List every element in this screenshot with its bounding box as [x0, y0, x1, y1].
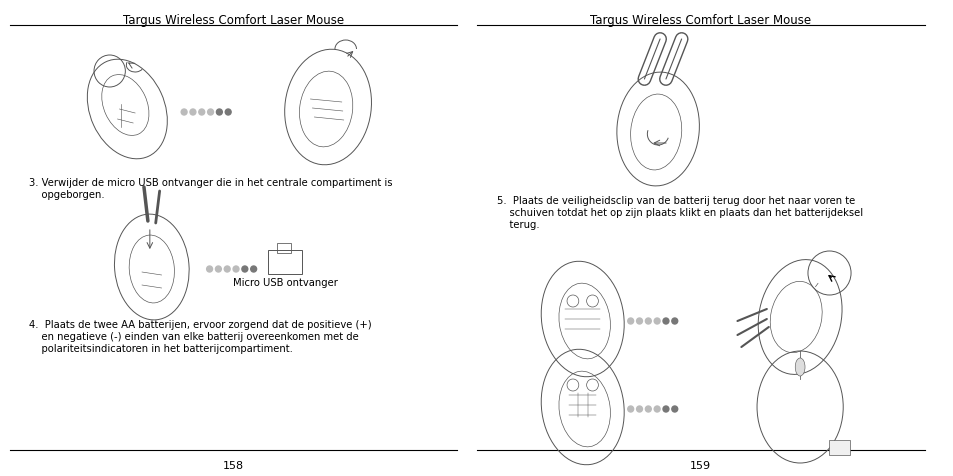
Circle shape: [627, 406, 633, 412]
Circle shape: [662, 318, 668, 324]
Circle shape: [190, 110, 195, 116]
Circle shape: [251, 267, 256, 272]
Circle shape: [636, 318, 641, 324]
Circle shape: [224, 267, 230, 272]
Circle shape: [207, 267, 213, 272]
Text: polariteitsindicatoren in het batterijcompartiment.: polariteitsindicatoren in het batterijco…: [30, 343, 293, 353]
Circle shape: [181, 110, 187, 116]
Circle shape: [242, 267, 248, 272]
Circle shape: [225, 110, 231, 116]
Ellipse shape: [795, 358, 804, 376]
Circle shape: [216, 110, 222, 116]
Text: Targus Wireless Comfort Laser Mouse: Targus Wireless Comfort Laser Mouse: [122, 14, 343, 27]
Circle shape: [645, 406, 651, 412]
Circle shape: [636, 406, 641, 412]
Circle shape: [671, 318, 677, 324]
Circle shape: [208, 110, 213, 116]
Text: schuiven totdat het op zijn plaats klikt en plaats dan het batterijdeksel: schuiven totdat het op zijn plaats klikt…: [496, 208, 862, 218]
Text: 4.  Plaats de twee AA batterijen, ervoor zorgend dat de positieve (+): 4. Plaats de twee AA batterijen, ervoor …: [30, 319, 372, 329]
Circle shape: [671, 406, 677, 412]
Circle shape: [654, 406, 659, 412]
Circle shape: [627, 318, 633, 324]
Text: 158: 158: [222, 460, 243, 470]
Text: 3. Verwijder de micro USB ontvanger die in het centrale compartiment is: 3. Verwijder de micro USB ontvanger die …: [30, 178, 393, 188]
Circle shape: [645, 318, 651, 324]
Circle shape: [215, 267, 221, 272]
Text: 159: 159: [689, 460, 710, 470]
Text: Micro USB ontvanger: Micro USB ontvanger: [233, 278, 337, 288]
Text: terug.: terug.: [496, 219, 538, 229]
Circle shape: [233, 267, 238, 272]
FancyBboxPatch shape: [827, 440, 849, 455]
Text: 5.  Plaats de veiligheidsclip van de batterij terug door het naar voren te: 5. Plaats de veiligheidsclip van de batt…: [496, 196, 854, 206]
Circle shape: [662, 406, 668, 412]
Text: opgeborgen.: opgeborgen.: [30, 189, 105, 199]
Text: Targus Wireless Comfort Laser Mouse: Targus Wireless Comfort Laser Mouse: [589, 14, 810, 27]
Circle shape: [198, 110, 205, 116]
Text: en negatieve (-) einden van elke batterij overeenkomen met de: en negatieve (-) einden van elke batteri…: [30, 331, 358, 341]
Circle shape: [654, 318, 659, 324]
